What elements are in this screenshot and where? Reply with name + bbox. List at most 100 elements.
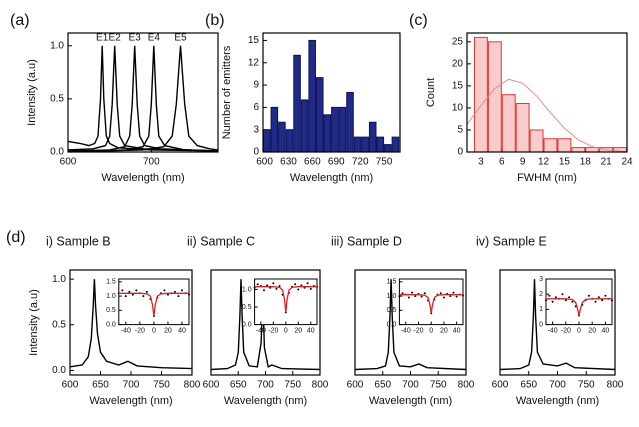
x-tick-label: 20 bbox=[164, 327, 172, 334]
x-tick-label: 700 bbox=[402, 380, 419, 391]
g2-point bbox=[266, 284, 269, 287]
hist-bar bbox=[391, 136, 400, 153]
spectrum-line bbox=[500, 279, 615, 371]
g2-point bbox=[597, 296, 600, 299]
x-tick-label: 18 bbox=[580, 157, 592, 168]
peak-label: E1 bbox=[96, 32, 109, 43]
g2-point bbox=[180, 289, 183, 292]
spectrum-line bbox=[68, 45, 218, 152]
y-tick-label: 5 bbox=[457, 125, 463, 136]
x-tick-label: 800 bbox=[184, 380, 201, 391]
spectrum-line bbox=[68, 45, 218, 152]
g2-point bbox=[300, 284, 303, 287]
plot-frame bbox=[499, 269, 616, 376]
peak-label: E5 bbox=[174, 32, 187, 43]
g2-point bbox=[545, 299, 547, 302]
g2-point bbox=[262, 289, 265, 292]
y-tick-label: 15 bbox=[452, 81, 464, 92]
y-axis-label: Count bbox=[425, 78, 437, 107]
x-tick-label: 650 bbox=[92, 380, 109, 391]
y-tick-label: 0.5 bbox=[106, 307, 116, 314]
plot-frame bbox=[210, 269, 321, 376]
hist-bar bbox=[361, 136, 369, 153]
y-tick-label: 2 bbox=[539, 291, 543, 298]
y-tick-label: 1.0 bbox=[106, 293, 116, 300]
g2-point bbox=[401, 292, 404, 295]
g2-point bbox=[414, 295, 417, 298]
x-tick-label: 20 bbox=[294, 327, 302, 334]
hist-bar bbox=[529, 129, 544, 153]
x-tick-label: 40 bbox=[178, 327, 186, 334]
g2-point bbox=[128, 290, 131, 293]
spectrum-line bbox=[68, 45, 218, 152]
y-tick-label: 1.0 bbox=[242, 286, 252, 293]
g2-point bbox=[561, 293, 564, 296]
g2-point bbox=[272, 282, 275, 285]
panel-label: (a) bbox=[10, 12, 30, 29]
g2-point bbox=[294, 283, 297, 286]
x-tick-label: -40 bbox=[548, 327, 558, 334]
x-tick-label: 40 bbox=[602, 327, 610, 334]
y-tick-label: 3 bbox=[253, 124, 259, 135]
g2-point bbox=[275, 287, 278, 290]
y-tick-label: 0.0 bbox=[50, 147, 64, 158]
x-tick-label: 40 bbox=[453, 327, 461, 334]
x-tick-label: 750 bbox=[376, 157, 393, 168]
g2-point bbox=[256, 283, 259, 286]
y-tick-label: 0 bbox=[253, 147, 259, 158]
panel-label: (b) bbox=[205, 12, 225, 29]
y-tick-label: 0.0 bbox=[242, 321, 252, 328]
g2-point bbox=[131, 293, 134, 296]
x-tick-label: 600 bbox=[256, 157, 273, 168]
x-axis-label: Wavelength (nm) bbox=[101, 172, 184, 184]
g2-point bbox=[145, 290, 148, 293]
x-tick-label: -40 bbox=[256, 327, 266, 334]
x-tick-label: 20 bbox=[588, 327, 596, 334]
plot-frame bbox=[466, 32, 628, 153]
g2-point bbox=[604, 294, 607, 297]
x-tick-label: -20 bbox=[413, 327, 423, 334]
g2-point bbox=[278, 285, 281, 288]
x-tick-label: 650 bbox=[230, 380, 247, 391]
x-tick-label: 750 bbox=[430, 380, 447, 391]
plot-frame bbox=[354, 269, 467, 376]
y-tick-label: 25 bbox=[452, 36, 464, 47]
hist-bar bbox=[368, 121, 377, 153]
y-tick-label: 0.0 bbox=[106, 321, 116, 328]
g2-point bbox=[611, 299, 613, 302]
hist-bar bbox=[270, 106, 279, 153]
y-tick-label: 0.5 bbox=[52, 319, 66, 330]
x-tick-label: 21 bbox=[601, 157, 613, 168]
y-axis-label: Number of emitters bbox=[221, 45, 233, 139]
y-tick-label: 20 bbox=[452, 58, 464, 69]
x-tick-label: 12 bbox=[538, 157, 550, 168]
g2-point bbox=[121, 289, 124, 292]
panel-title: iv) Sample E bbox=[476, 234, 547, 248]
hist-bar bbox=[501, 94, 516, 153]
y-tick-label: 1.5 bbox=[387, 279, 397, 286]
hist-bar bbox=[346, 92, 354, 153]
x-tick-label: 800 bbox=[312, 380, 329, 391]
y-tick-label: 10 bbox=[452, 103, 464, 114]
g2-point bbox=[571, 300, 574, 303]
inset-frame bbox=[118, 278, 190, 326]
hist-bar bbox=[487, 41, 502, 153]
g2-point bbox=[407, 296, 410, 299]
g2-point bbox=[135, 289, 138, 292]
panel-label: (d) bbox=[6, 229, 26, 246]
y-tick-label: 1.5 bbox=[106, 279, 116, 286]
g2-point bbox=[439, 292, 442, 295]
g2-point bbox=[398, 295, 401, 298]
x-tick-label: 3 bbox=[478, 157, 484, 168]
x-axis-label: Wavelength (nm) bbox=[290, 172, 373, 184]
y-tick-label: 1.0 bbox=[50, 40, 64, 51]
panel-title: i) Sample B bbox=[46, 234, 111, 248]
hist-bar bbox=[293, 54, 301, 153]
x-tick-label: 720 bbox=[352, 157, 369, 168]
x-tick-label: 700 bbox=[257, 380, 274, 391]
g2-point bbox=[455, 295, 458, 298]
spectrum-line bbox=[211, 279, 320, 371]
y-tick-label: 0.0 bbox=[387, 321, 397, 328]
x-tick-label: 700 bbox=[143, 157, 160, 168]
g2-point bbox=[442, 296, 445, 299]
